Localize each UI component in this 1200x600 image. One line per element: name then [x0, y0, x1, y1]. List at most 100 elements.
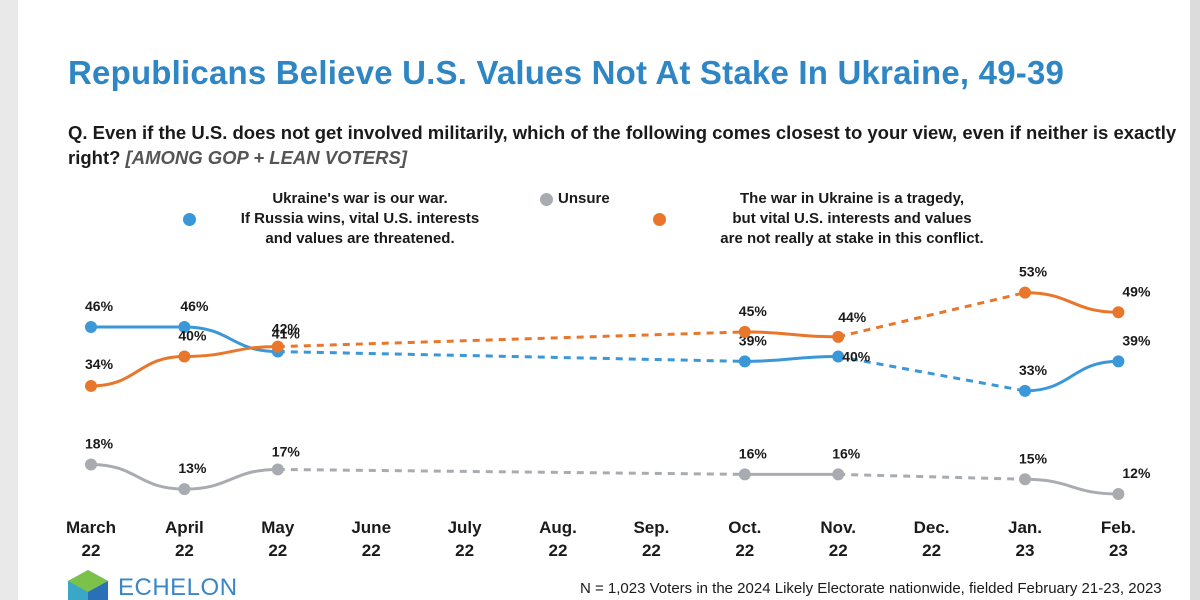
x-tick-month: July [448, 518, 483, 537]
series-0-gap-line [277, 350, 745, 363]
x-tick-year: 22 [642, 541, 661, 560]
legend-dot-our-war [183, 213, 196, 226]
x-tick-year: 22 [455, 541, 474, 560]
x-tick-month: Jan. [1008, 518, 1042, 537]
legend-line: and values are threatened. [265, 230, 455, 247]
series-1-point [85, 458, 97, 471]
series-0-point [178, 321, 191, 333]
series-1-line [90, 463, 185, 491]
x-tick-year: 22 [735, 541, 754, 560]
series-0-label: 46% [180, 298, 209, 314]
series-2-label: 40% [178, 327, 207, 343]
series-0-line [184, 325, 278, 354]
x-tick-month: Oct. [728, 518, 761, 537]
series-2-gap-line [277, 330, 745, 349]
series-2-point [271, 340, 284, 353]
x-tick-month: April [165, 518, 204, 537]
echelon-logo: ECHELON [64, 568, 254, 600]
series-0-label: 39% [1122, 332, 1151, 348]
series-2-point [1019, 286, 1031, 299]
x-tick-year: 22 [175, 541, 194, 560]
series-2-point [738, 325, 751, 338]
series-1-line [1024, 477, 1119, 496]
x-tick-year: 22 [922, 541, 941, 560]
series-2-label: 34% [85, 356, 114, 372]
legend-line: but vital U.S. interests and values [732, 210, 972, 227]
series-2-line [1024, 291, 1119, 314]
x-tick-month: Sep. [633, 518, 669, 537]
legend-line: If Russia wins, vital U.S. interests [240, 210, 480, 227]
x-tick-month: May [261, 518, 295, 537]
series-1-gap-line [838, 472, 1026, 481]
x-tick-year: 22 [549, 541, 568, 560]
legend-line: are not really at stake in this conflict… [720, 230, 984, 247]
series-0-label: 33% [1019, 362, 1048, 378]
series-2-label: 42% [272, 321, 301, 337]
series-0-point [85, 321, 97, 333]
series-2-point [178, 350, 191, 363]
series-1-label: 12% [1122, 465, 1151, 481]
series-0-label: 40% [842, 348, 871, 364]
question-text: Q. Even if the U.S. does not get involve… [68, 122, 1177, 168]
series-1-point [271, 463, 284, 476]
legend-not-at-stake: The war in Ukraine is a tragedy, but vit… [672, 189, 1032, 249]
legend-unsure: Unsure [558, 189, 634, 209]
series-1-point [178, 483, 191, 496]
series-1-label: 16% [739, 445, 768, 461]
series-1-label: 17% [272, 443, 301, 459]
legend-line: Unsure [558, 190, 610, 207]
series-2-label: 49% [1122, 283, 1151, 299]
series-0-line [1024, 359, 1119, 393]
series-2-point [1112, 306, 1125, 319]
x-tick-year: 22 [268, 541, 287, 560]
series-0-label: 41% [272, 326, 301, 342]
series-0-point [1019, 384, 1031, 397]
series-1-label: 13% [178, 460, 207, 476]
series-0-point [832, 350, 845, 363]
legend-dot-not-at-stake [653, 213, 666, 226]
x-tick-month: Nov. [820, 518, 856, 537]
series-1-point [832, 468, 845, 481]
series-1-line [184, 467, 278, 491]
series-2-line [90, 354, 185, 388]
question-tag: [AMONG GOP + LEAN VOTERS] [125, 147, 408, 168]
series-2-line [744, 330, 839, 339]
series-0-line [744, 354, 839, 363]
legend-line: Ukraine's war is our war. [272, 190, 448, 207]
chart-title: Republicans Believe U.S. Values Not At S… [68, 54, 1065, 91]
x-tick-month: Dec. [914, 518, 950, 537]
logo-hex-icon [68, 570, 108, 600]
logo-text: ECHELON [118, 574, 238, 600]
x-tick-year: 23 [1016, 541, 1035, 560]
series-2-label: 45% [739, 303, 768, 319]
series-0-label: 46% [85, 298, 114, 314]
legend-dot-unsure [540, 193, 553, 206]
series-1-label: 16% [832, 445, 861, 461]
series-1-label: 18% [85, 436, 114, 452]
footnote: N = 1,023 Voters in the 2024 Likely Elec… [580, 580, 1162, 597]
x-tick-month: June [351, 518, 391, 537]
series-0-gap-line [837, 354, 1026, 393]
series-1-point [1019, 473, 1031, 486]
series-1-point [738, 468, 751, 481]
series-2-line [184, 345, 278, 358]
x-tick-year: 23 [1109, 541, 1128, 560]
series-0-point [1112, 355, 1125, 368]
x-tick-month: Aug. [539, 518, 577, 537]
series-2-label: 44% [838, 309, 867, 325]
x-tick-month: Feb. [1101, 518, 1136, 537]
series-2-point [85, 379, 97, 392]
series-2-point [832, 330, 845, 343]
series-2-gap-line [837, 291, 1026, 339]
x-tick-year: 22 [82, 541, 101, 560]
series-0-point [738, 355, 751, 368]
x-tick-year: 22 [362, 541, 381, 560]
series-2-label: 53% [1019, 264, 1048, 280]
legend-our-war: Ukraine's war is our war. If Russia wins… [200, 189, 520, 249]
series-1-point [1112, 488, 1125, 500]
series-1-gap-line [277, 467, 745, 476]
chart-question: Q. Even if the U.S. does not get involve… [68, 120, 1178, 170]
series-1-label: 15% [1019, 450, 1048, 466]
legend-line: The war in Ukraine is a tragedy, [740, 190, 964, 207]
